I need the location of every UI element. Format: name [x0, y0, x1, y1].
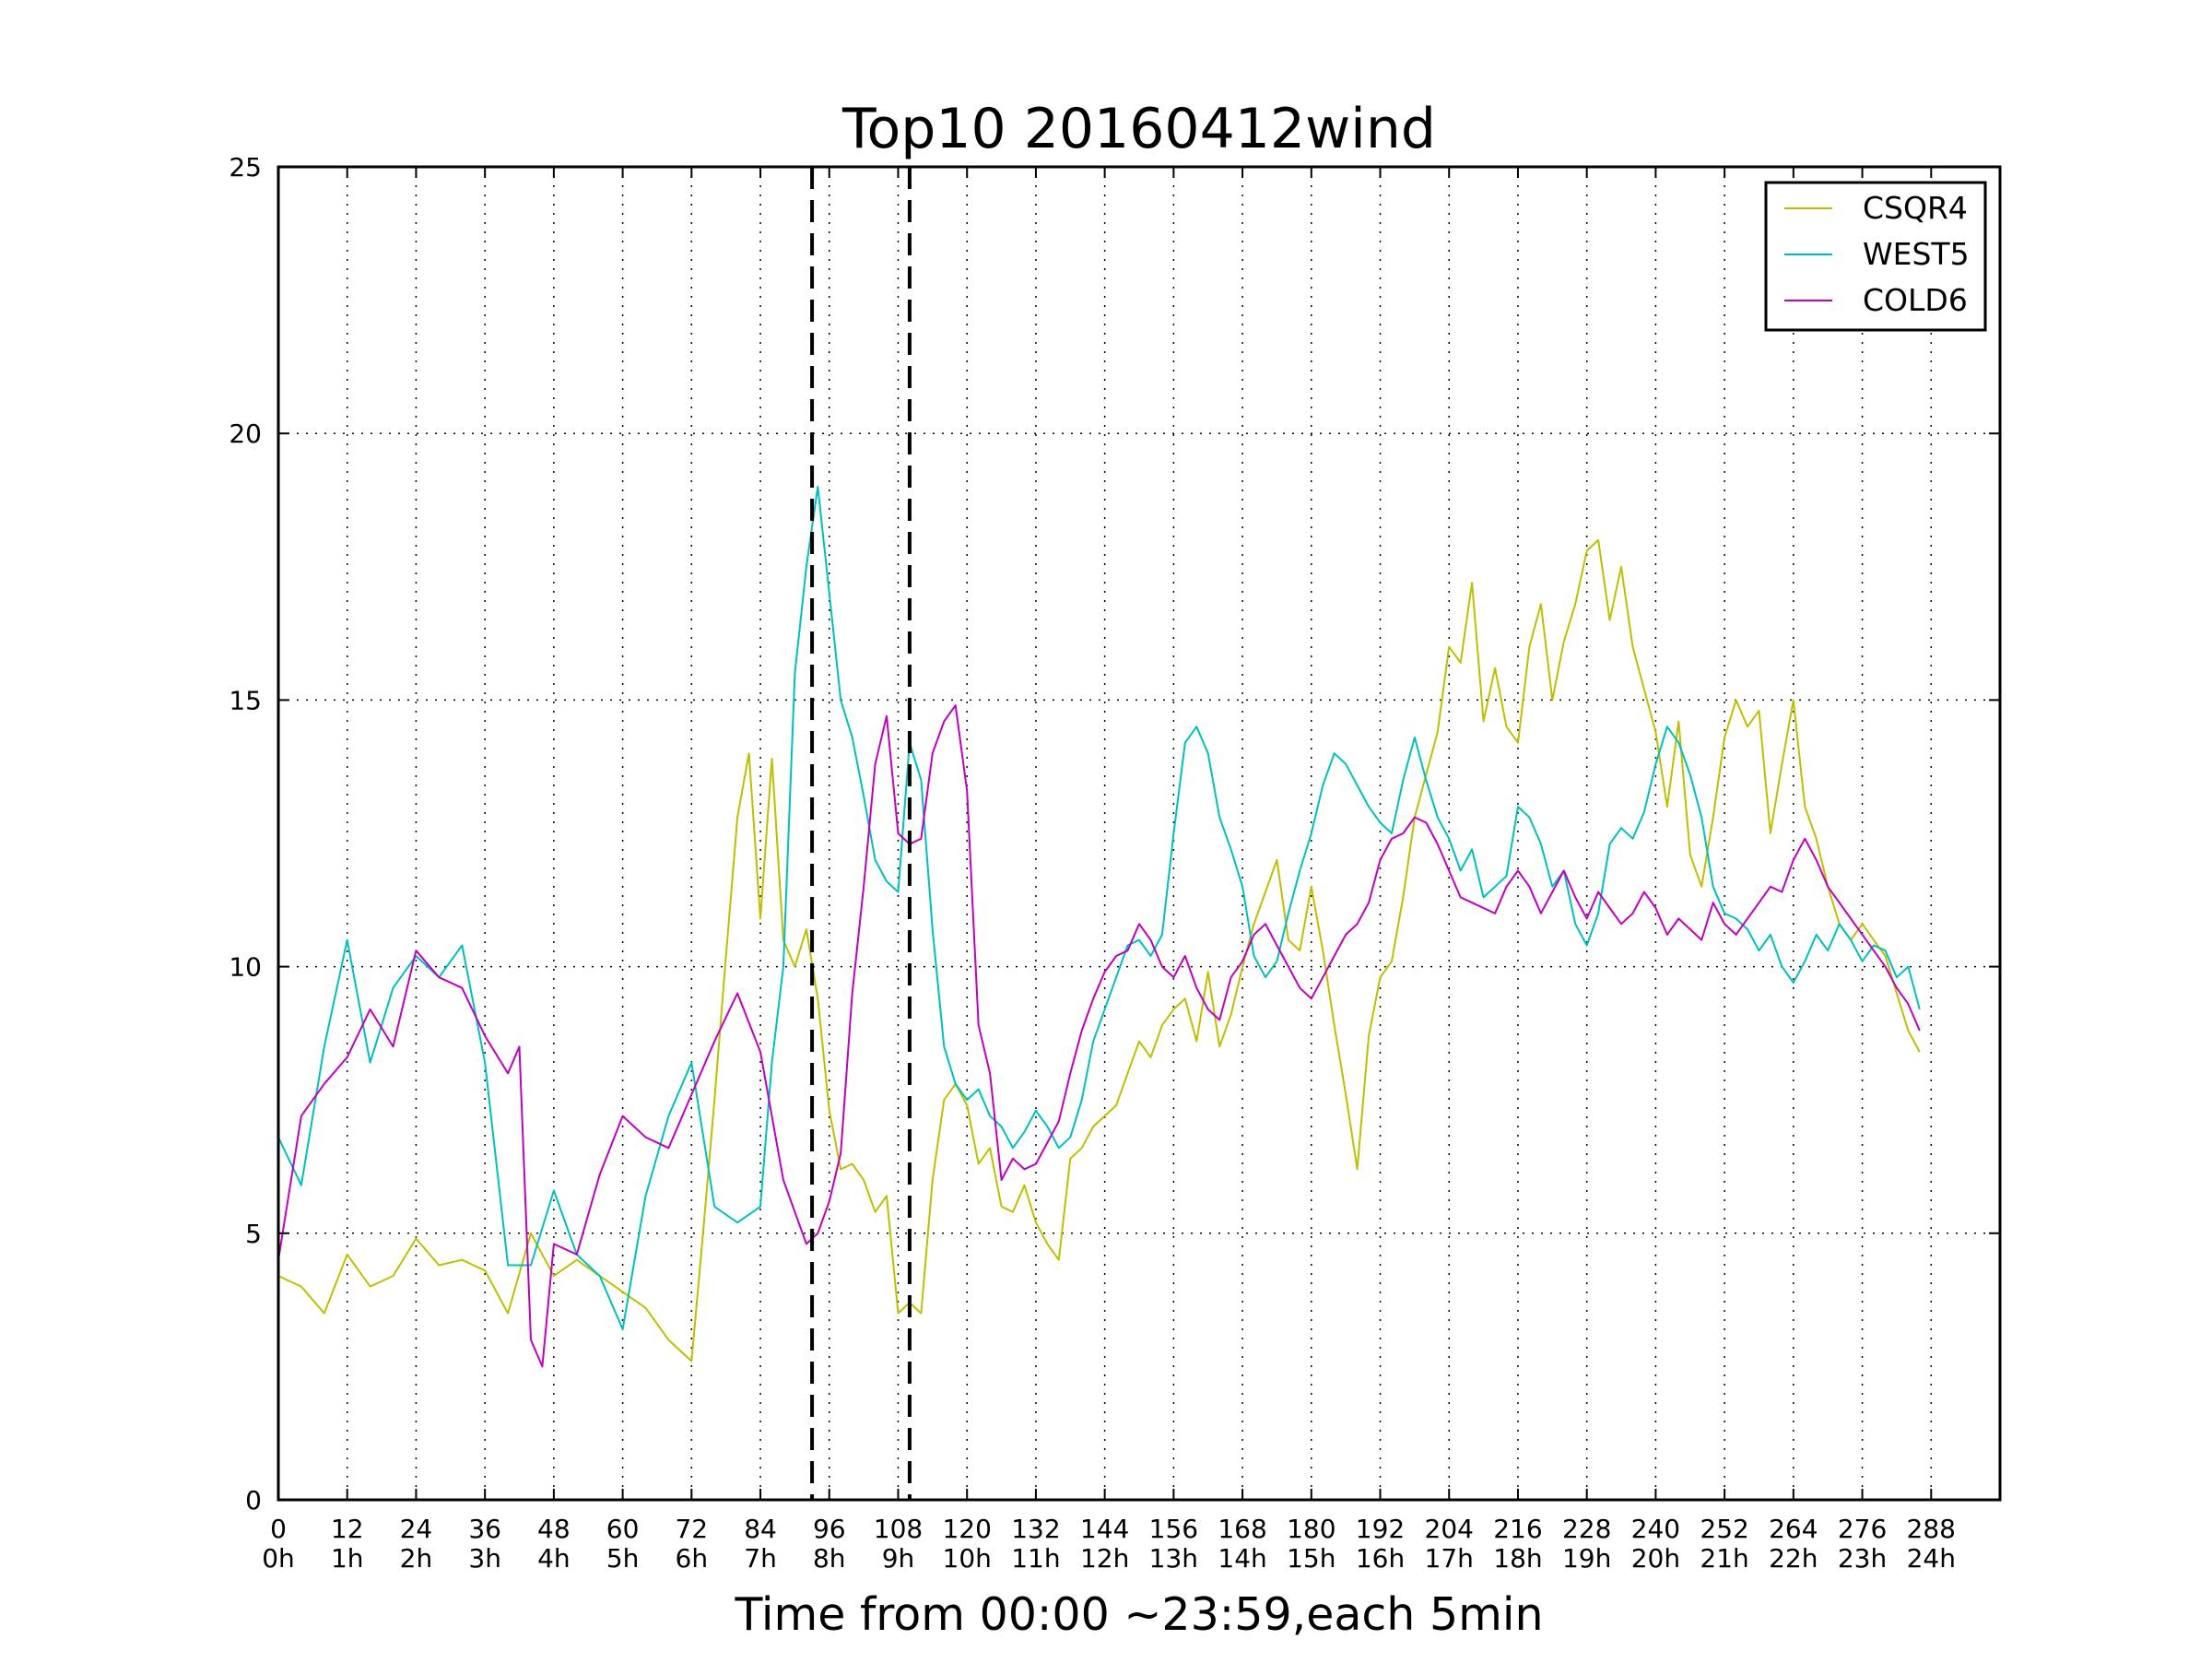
x-tick-hour-label: 15h: [1287, 1543, 1335, 1574]
legend-label: CSQR4: [1863, 190, 1968, 226]
x-tick-label: 180: [1287, 1514, 1335, 1544]
x-tick-hour-label: 13h: [1149, 1543, 1198, 1574]
x-tick-hour-label: 16h: [1356, 1543, 1405, 1574]
x-tick-label: 264: [1769, 1514, 1818, 1544]
x-tick-label: 36: [468, 1514, 501, 1544]
x-tick-label: 48: [537, 1514, 571, 1544]
x-tick-label: 240: [1631, 1514, 1680, 1544]
x-tick-label: 204: [1425, 1514, 1474, 1544]
x-tick-hour-label: 10h: [943, 1543, 992, 1574]
x-tick-label: 228: [1562, 1514, 1611, 1544]
x-tick-label: 168: [1218, 1514, 1266, 1544]
x-tick-hour-label: 5h: [606, 1543, 640, 1574]
x-tick-hour-label: 18h: [1493, 1543, 1542, 1574]
y-tick-label: 15: [229, 685, 262, 715]
x-tick-label: 96: [813, 1514, 846, 1544]
x-tick-label: 192: [1356, 1514, 1405, 1544]
x-tick-label: 84: [744, 1514, 777, 1544]
x-tick-hour-label: 17h: [1425, 1543, 1474, 1574]
x-tick-hour-label: 0h: [262, 1543, 295, 1574]
x-tick-hour-label: 19h: [1562, 1543, 1611, 1574]
chart-title: Top10 20160412wind: [841, 97, 1436, 161]
x-tick-hour-label: 3h: [468, 1543, 501, 1574]
y-tick-label: 5: [245, 1219, 262, 1249]
x-axis-label: Time from 00:00 ~23:59,each 5min: [734, 1588, 1543, 1641]
legend: CSQR4 WEST5 COLD6: [1766, 183, 1985, 330]
x-tick-hour-label: 11h: [1011, 1543, 1060, 1574]
x-tick-label: 156: [1149, 1514, 1198, 1544]
x-tick-hour-label: 23h: [1838, 1543, 1887, 1574]
x-tick-label: 0: [270, 1514, 287, 1544]
x-tick-hour-label: 20h: [1631, 1543, 1680, 1574]
x-tick-label: 216: [1493, 1514, 1542, 1544]
x-tick-hour-label: 21h: [1700, 1543, 1748, 1574]
x-tick-hour-label: 14h: [1218, 1543, 1266, 1574]
y-tick-label: 20: [229, 419, 262, 449]
x-tick-label: 108: [874, 1514, 923, 1544]
x-tick-label: 288: [1907, 1514, 1956, 1544]
x-tick-hour-label: 22h: [1769, 1543, 1818, 1574]
x-tick-hour-label: 2h: [400, 1543, 433, 1574]
x-tick-label: 12: [331, 1514, 364, 1544]
x-tick-label: 132: [1011, 1514, 1060, 1544]
x-tick-hour-label: 1h: [331, 1543, 364, 1574]
x-tick-label: 252: [1700, 1514, 1748, 1544]
x-tick-hour-label: 8h: [813, 1543, 846, 1574]
x-tick-label: 60: [606, 1514, 640, 1544]
x-tick-label: 120: [942, 1514, 991, 1544]
x-tick-hour-label: 4h: [537, 1543, 571, 1574]
legend-label: COLD6: [1863, 282, 1968, 318]
x-tick-label: 72: [675, 1514, 708, 1544]
x-tick-label: 276: [1838, 1514, 1887, 1544]
x-tick-hour-label: 24h: [1907, 1543, 1956, 1574]
y-tick-label: 10: [229, 952, 262, 983]
y-tick-label: 25: [229, 152, 262, 183]
legend-label: WEST5: [1863, 236, 1970, 272]
x-tick-hour-label: 7h: [744, 1543, 777, 1574]
x-tick-hour-label: 12h: [1080, 1543, 1129, 1574]
y-tick-label: 0: [245, 1485, 262, 1516]
x-tick-label: 144: [1080, 1514, 1129, 1544]
x-tick-hour-label: 6h: [676, 1543, 709, 1574]
x-tick-hour-label: 9h: [882, 1543, 915, 1574]
x-tick-label: 24: [400, 1514, 433, 1544]
